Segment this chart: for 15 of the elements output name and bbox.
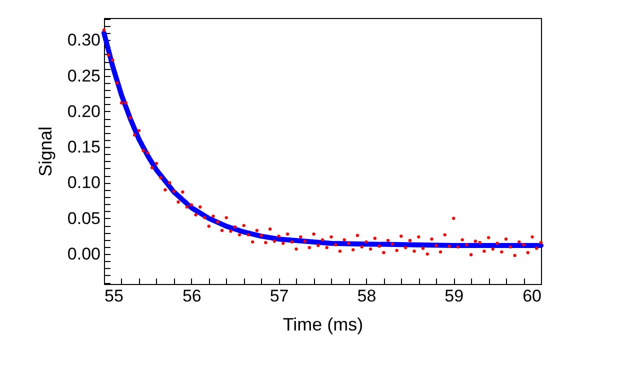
y-tick-label: 0.20 (67, 102, 100, 121)
x-tick-label: 60 (522, 286, 542, 306)
x-tick-label: 57 (270, 286, 289, 306)
y-axis-title: Signal (35, 126, 56, 177)
y-tick-label: 0.30 (67, 30, 100, 50)
x-tick-label: 55 (104, 286, 124, 306)
y-tick-label: 0.10 (67, 173, 100, 192)
y-tick-label: 0.05 (67, 208, 100, 228)
y-tick-label: 0.15 (67, 138, 100, 157)
x-tick-label: 58 (357, 286, 376, 306)
y-tick-label: 0.00 (67, 244, 100, 264)
x-tick-label: 56 (182, 286, 202, 306)
x-axis-title: Time (ms) (282, 314, 364, 334)
x-tick-label: 59 (444, 286, 464, 306)
y-tick-label: 0.25 (67, 66, 100, 86)
